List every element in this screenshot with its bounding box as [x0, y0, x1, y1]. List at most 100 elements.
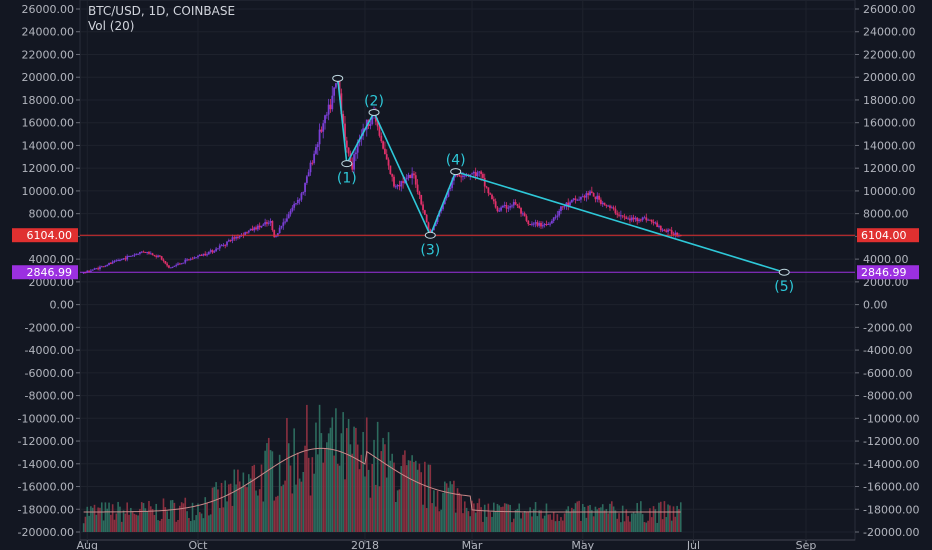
volume-bar [503, 503, 506, 532]
candle-body [184, 259, 187, 263]
volume-bar [291, 493, 294, 532]
candle-body [109, 262, 112, 264]
candle-body [411, 173, 414, 179]
candle-body [175, 264, 178, 266]
volume-bar [474, 512, 477, 532]
candle-body [235, 236, 237, 239]
candle-body [418, 191, 421, 195]
price-tag-left [12, 265, 78, 280]
candle-body [157, 255, 159, 257]
volume-bar [391, 453, 393, 532]
volume-bar [360, 454, 363, 532]
candle-body [117, 260, 120, 262]
volume-bar [498, 505, 501, 532]
volume-bar [425, 508, 428, 532]
candle-body [300, 193, 303, 200]
candle-body [311, 162, 314, 164]
candle-body [318, 129, 321, 145]
candle-body [325, 114, 328, 116]
candle-body [627, 218, 630, 220]
volume-bar [578, 500, 580, 532]
volume-bar [556, 514, 559, 532]
candle-body [641, 217, 644, 221]
volume-bar [255, 490, 257, 532]
volume-bar [600, 507, 602, 532]
y-tick-label-right: 14000.00 [863, 139, 916, 152]
candle-body [180, 263, 183, 265]
candle-body [567, 202, 570, 206]
wave-label: (2) [364, 93, 384, 109]
volume-bar [632, 511, 635, 532]
volume-bar [155, 503, 158, 532]
volume-bar [467, 511, 470, 532]
wave-point-handle[interactable] [341, 160, 353, 168]
volume-bar [151, 509, 154, 532]
volume-bar [420, 472, 423, 532]
volume-bar [378, 486, 381, 532]
candle-body [247, 230, 250, 233]
candle-body [540, 222, 542, 227]
candle-body [560, 206, 562, 211]
volume-bar [139, 508, 141, 532]
y-tick-label-left: -6000.00 [25, 367, 74, 380]
candle-body [278, 227, 281, 234]
candle-body [407, 174, 410, 178]
volume-bar [358, 469, 361, 532]
volume-bar [164, 507, 167, 532]
candle-body [111, 261, 114, 264]
y-tick-label-left: -4000.00 [25, 344, 74, 357]
candle-body [207, 251, 210, 255]
volume-bar [554, 521, 557, 532]
volume-bar [652, 506, 655, 532]
volume-bar [146, 511, 148, 532]
volume-bar [569, 512, 571, 532]
wave-point-handle[interactable] [332, 74, 344, 82]
elliott-wave-line[interactable] [336, 78, 785, 274]
volume-bar [444, 481, 446, 532]
volume-bar [389, 460, 392, 532]
volume-bar [465, 507, 468, 532]
volume-bar [238, 481, 241, 532]
candle-body [320, 129, 323, 132]
y-tick-label-left: 10000.00 [22, 185, 75, 198]
candle-body [291, 207, 294, 211]
candle-body [645, 217, 648, 221]
candle-body [140, 251, 143, 253]
candle-body [413, 173, 415, 176]
candle-body [304, 182, 306, 193]
candle-body [649, 219, 651, 221]
volume-bar [257, 495, 259, 532]
candle-body [672, 233, 675, 235]
candle-body [273, 230, 276, 237]
volume-bar [209, 514, 212, 532]
y-tick-label-right: 16000.00 [863, 117, 916, 130]
wave-point-handle[interactable] [450, 168, 462, 176]
volume-bar [160, 518, 163, 532]
volume-bar [166, 511, 168, 532]
volume-bar [625, 509, 628, 532]
candle-body [629, 218, 631, 221]
volume-bar [202, 518, 205, 532]
wave-point-handle[interactable] [368, 108, 380, 116]
volume-bar [224, 480, 226, 532]
candle-body [398, 184, 401, 187]
candle-body [275, 236, 277, 238]
volume-bar [113, 519, 116, 532]
volume-bar [454, 512, 457, 532]
candle-body [122, 258, 125, 260]
wave-point-handle[interactable] [778, 268, 790, 276]
candle-body [601, 202, 604, 204]
volume-bar [177, 520, 179, 532]
candle-body [215, 248, 218, 252]
volume-bar [135, 514, 138, 532]
y-tick-label-right: 24000.00 [863, 26, 916, 39]
candle-body [204, 253, 207, 256]
volume-bar [266, 443, 268, 532]
candle-body [512, 202, 515, 206]
wave-point-handle[interactable] [424, 231, 436, 239]
volume-bar [298, 478, 301, 532]
volume-bar [280, 486, 283, 532]
volume-bar [605, 509, 608, 532]
volume-bar [173, 502, 176, 532]
